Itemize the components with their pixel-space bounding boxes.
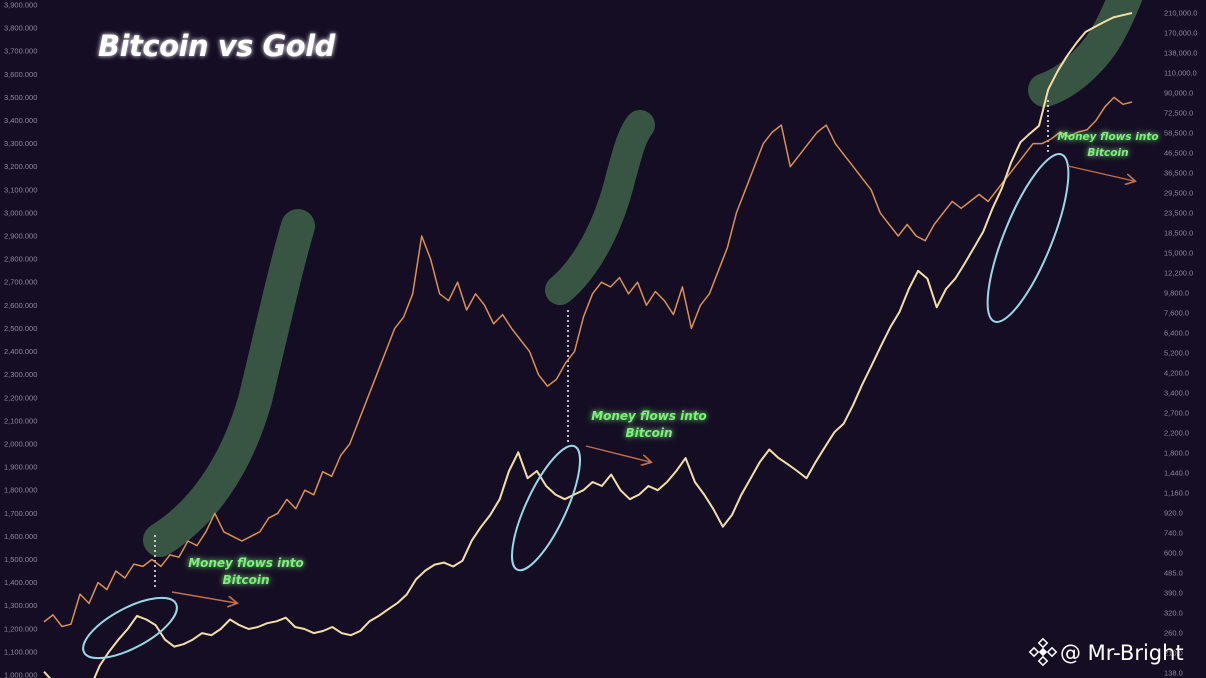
bitcoin-surge-circles	[82, 153, 1070, 660]
left-axis-tick: 2,200.000	[4, 393, 37, 402]
annotation-3-line2: Bitcoin	[1087, 147, 1128, 159]
dotted-connectors	[154, 100, 1049, 590]
left-axis-tick: 1,900.000	[4, 463, 37, 472]
flow-arrow-2	[585, 445, 650, 462]
left-axis-tick: 2,800.000	[4, 255, 37, 264]
left-axis-tick: 3,000.000	[4, 208, 37, 217]
left-axis-tick: 1,800.000	[4, 486, 37, 495]
flow-arrow-3	[1067, 165, 1134, 181]
left-axis-tick: 2,600.000	[4, 301, 37, 310]
right-axis-tick: 15,000.0	[1164, 249, 1193, 258]
right-axis-tick: 6,400.0	[1164, 329, 1189, 338]
right-axis-tick: 920.0	[1164, 509, 1183, 518]
right-axis: 210,000.0 170,000.0 138,000.0 110,000.0 90,0…	[1164, 9, 1197, 678]
left-axis-tick: 3,300.000	[4, 139, 37, 148]
left-axis-tick: 2,000.000	[4, 439, 37, 448]
right-axis-tick: 58,500.0	[1164, 129, 1193, 138]
left-axis-tick: 1,500.000	[4, 555, 37, 564]
right-axis-tick: 3,400.0	[1164, 389, 1189, 398]
right-axis-tick: 2,700.0	[1164, 409, 1189, 418]
right-axis-tick: 138.0	[1164, 669, 1183, 678]
left-axis-tick: 3,500.000	[4, 93, 37, 102]
right-axis-tick: 2,200.0	[1164, 429, 1189, 438]
right-axis-tick: 320.0	[1164, 609, 1183, 618]
left-axis-tick: 3,200.000	[4, 162, 37, 171]
right-axis-tick: 9,800.0	[1164, 289, 1189, 298]
right-axis-tick: 7,600.0	[1164, 309, 1189, 318]
left-axis-tick: 2,100.000	[4, 416, 37, 425]
right-axis-tick: 18,500.0	[1164, 229, 1193, 238]
right-axis-tick: 5,200.0	[1164, 349, 1189, 358]
right-axis-tick: 12,200.0	[1164, 269, 1193, 278]
left-axis: 3,900.000 3,800.000 3,700.000 3,600.000 3,50…	[4, 1, 37, 678]
right-axis-tick: 1,440.0	[1164, 469, 1189, 478]
annotation-2-line2: Bitcoin	[625, 426, 672, 440]
right-axis-tick: 90,000.0	[1164, 89, 1193, 98]
right-axis-tick: 29,500.0	[1164, 189, 1193, 198]
left-axis-tick: 1,300.000	[4, 601, 37, 610]
chart-title: Bitcoin vs Gold	[98, 29, 336, 63]
right-axis-tick: 46,500.0	[1164, 149, 1193, 158]
annotation-3-line1: Money flows into	[1057, 131, 1158, 143]
left-axis-tick: 3,800.000	[4, 24, 37, 33]
annotation-3: Money flows into Bitcoin	[1057, 131, 1158, 159]
left-axis-tick: 2,900.000	[4, 232, 37, 241]
left-axis-tick: 3,400.000	[4, 116, 37, 125]
left-axis-tick: 1,000.000	[4, 671, 37, 678]
annotation-1-line1: Money flows into	[188, 556, 304, 570]
right-axis-tick: 260.0	[1164, 629, 1183, 638]
left-axis-tick: 1,100.000	[4, 647, 37, 656]
gold-rally-highlight-3	[1028, 0, 1143, 107]
gold-rally-highlight-1	[143, 209, 315, 557]
right-axis-tick: 485.0	[1164, 569, 1183, 578]
flow-arrows	[171, 165, 1134, 603]
bitcoin-surge-circle-2	[511, 444, 581, 572]
bitcoin-surge-circle-3	[986, 153, 1070, 323]
gold-price-line	[43, 96, 1133, 628]
left-axis-tick: 2,300.000	[4, 370, 37, 379]
right-axis-tick: 138,000.0	[1164, 49, 1197, 58]
left-axis-tick: 3,100.000	[4, 185, 37, 194]
left-axis-tick: 1,700.000	[4, 509, 37, 518]
annotation-2-line1: Money flows into	[591, 409, 707, 423]
bitcoin-surge-circle-1	[82, 596, 178, 660]
series-layer	[43, 12, 1133, 678]
left-axis-tick: 1,400.000	[4, 578, 37, 587]
left-axis-tick: 1,600.000	[4, 532, 37, 541]
right-axis-tick: 210,000.0	[1164, 9, 1197, 18]
right-axis-tick: 390.0	[1164, 589, 1183, 598]
right-axis-tick: 23,500.0	[1164, 209, 1193, 218]
right-axis-tick: 1,160.0	[1164, 489, 1189, 498]
annotation-1: Money flows into Bitcoin	[188, 556, 304, 587]
left-axis-tick: 3,900.000	[4, 1, 37, 10]
annotation-2: Money flows into Bitcoin	[591, 409, 707, 440]
left-axis-tick: 3,700.000	[4, 47, 37, 56]
left-axis-tick: 2,400.000	[4, 347, 37, 356]
bitcoin-price-line	[43, 12, 1133, 678]
gold-rally-highlights	[143, 0, 1143, 557]
left-axis-tick: 3,600.000	[4, 70, 37, 79]
flow-arrow-1	[171, 591, 236, 603]
right-axis-tick: 740.0	[1164, 529, 1183, 538]
annotation-1-line2: Bitcoin	[222, 573, 269, 587]
right-axis-tick: 110,000.0	[1164, 69, 1197, 78]
left-axis-tick: 2,700.000	[4, 278, 37, 287]
left-axis-tick: 2,500.000	[4, 324, 37, 333]
right-axis-tick: 36,500.0	[1164, 169, 1193, 178]
right-axis-tick: 1,800.0	[1164, 449, 1189, 458]
right-axis-tick: 4,200.0	[1164, 369, 1189, 378]
right-axis-tick: 72,500.0	[1164, 109, 1193, 118]
gold-rally-highlight-2	[545, 110, 655, 305]
right-axis-tick: 170,000.0	[1164, 29, 1197, 38]
watermark-text: @ Mr-Bright	[1060, 641, 1184, 665]
right-axis-tick: 600.0	[1164, 549, 1183, 558]
right-axis-tick: 210.0	[1164, 649, 1183, 658]
left-axis-tick: 1,200.000	[4, 624, 37, 633]
